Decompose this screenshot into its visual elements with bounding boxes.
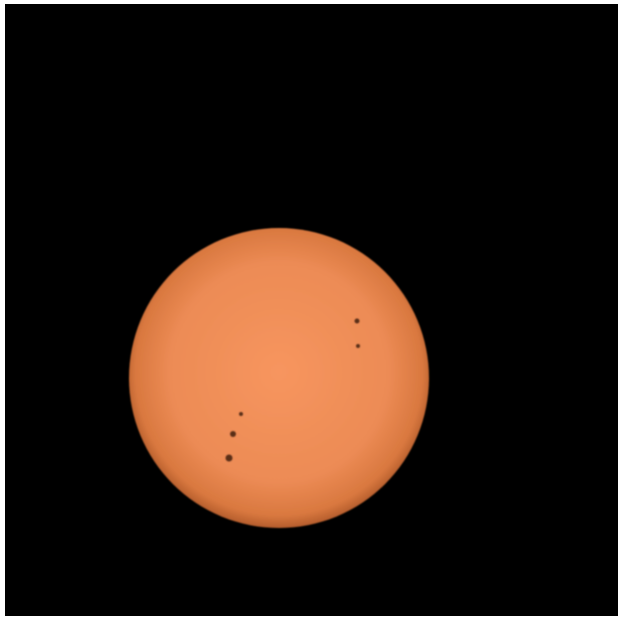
sunspot <box>354 318 360 324</box>
sun-disk <box>129 228 429 528</box>
sunspot <box>356 344 360 348</box>
sunspots <box>225 318 360 462</box>
sunspot <box>239 412 243 416</box>
sunspot <box>230 431 236 437</box>
sunspot <box>225 454 233 462</box>
